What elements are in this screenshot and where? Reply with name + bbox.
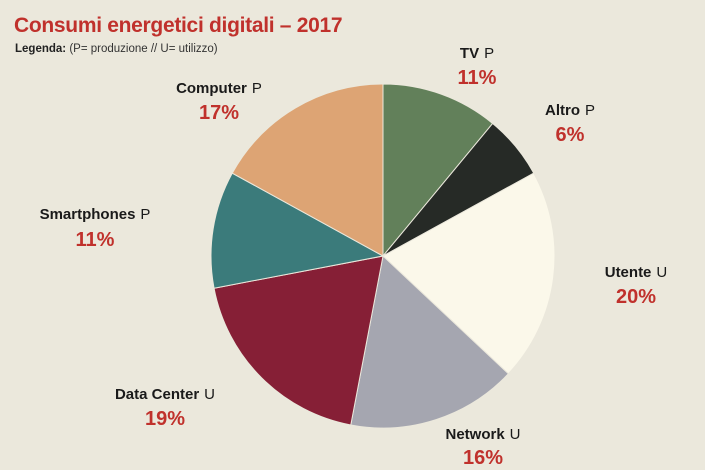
pie-slices — [210, 83, 556, 429]
pie-slice-utente — [382, 172, 556, 375]
slice-label-altro: Altro P — [545, 102, 595, 119]
slice-value-computer: 17% — [199, 102, 239, 124]
legend-text: (P= produzione // U= utilizzo) — [69, 43, 218, 55]
pie-slice-smartphones — [210, 172, 385, 289]
slice-value-network: 16% — [463, 447, 503, 469]
pie-slice-network — [350, 255, 510, 429]
slice-label-data-center: Data Center U — [115, 386, 215, 403]
slice-label-computer: Computer P — [176, 80, 262, 97]
slice-value-utente: 20% — [616, 286, 656, 308]
chart-title: Consumi energetici digitali – 2017 — [14, 14, 343, 37]
slice-label-network: Network U — [445, 426, 520, 443]
pie-slice-tv — [382, 83, 494, 258]
slice-value-tv: 11% — [458, 67, 497, 89]
slice-label-smartphones: Smartphones P — [40, 206, 151, 223]
slice-label-tv: TV P — [460, 45, 494, 62]
legend-note: Legenda: (P= produzione // U= utilizzo) — [15, 43, 218, 55]
pie-labels: TV P 11% Altro P 6% Utente U 20% Network U 16% Data … — [40, 45, 668, 469]
pie-slice-computer — [231, 83, 384, 257]
slice-label-utente: Utente U — [605, 264, 668, 281]
slice-value-altro: 6% — [556, 124, 585, 146]
slice-value-data-center: 19% — [145, 408, 185, 430]
slice-value-smartphones: 11% — [76, 229, 115, 251]
pie-slice-data-center — [213, 255, 384, 426]
legend-prefix: Legenda: — [15, 43, 67, 55]
